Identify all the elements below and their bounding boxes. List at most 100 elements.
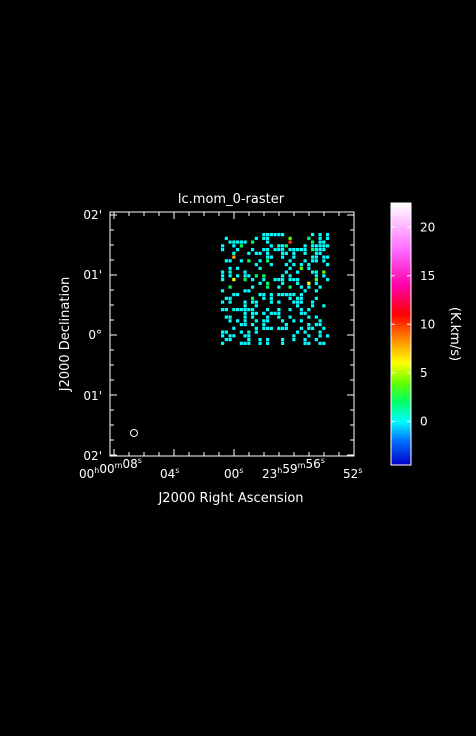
heatmap-cell xyxy=(277,244,281,248)
heatmap-cell xyxy=(318,341,322,345)
heatmap-cell xyxy=(254,326,258,330)
heatmap-cell xyxy=(311,326,315,330)
colorbar-gradient xyxy=(391,203,411,465)
heatmap-cell xyxy=(299,248,303,252)
colorbar-tick-label: 5 xyxy=(420,366,428,380)
y-axis-label: J2000 Declination xyxy=(58,277,73,393)
heatmap-cell xyxy=(262,278,266,282)
heatmap-cell xyxy=(307,308,311,312)
heatmap-cell xyxy=(326,334,330,338)
heatmap-cell xyxy=(266,233,270,237)
heatmap-cell xyxy=(303,330,307,334)
heatmap-cell xyxy=(258,266,262,270)
heatmap-cell xyxy=(262,293,266,297)
heatmap-cell xyxy=(269,263,273,267)
heatmap-cell xyxy=(311,233,315,237)
heatmap-cell xyxy=(299,311,303,315)
heatmap-cell xyxy=(247,251,251,255)
heatmap-cell xyxy=(224,315,228,319)
heatmap-cell xyxy=(322,255,326,259)
heatmap-cell xyxy=(292,251,296,255)
heatmap-cell xyxy=(262,236,266,240)
heatmap-cell xyxy=(266,259,270,263)
heatmap-cell xyxy=(243,304,247,308)
heatmap-cell xyxy=(296,281,300,285)
heatmap-cell xyxy=(281,338,285,342)
heatmap-cell xyxy=(292,319,296,323)
heatmap-cell xyxy=(314,259,318,263)
heatmap-cell xyxy=(314,274,318,278)
heatmap-cell xyxy=(266,326,270,330)
heatmap-cell xyxy=(303,338,307,342)
heatmap-cell xyxy=(303,289,307,293)
heatmap-cell xyxy=(243,278,247,282)
heatmap-cell xyxy=(221,300,225,304)
heatmap-cell xyxy=(269,296,273,300)
heatmap-cell xyxy=(281,281,285,285)
heatmap-cell xyxy=(292,300,296,304)
heatmap-cell xyxy=(281,233,285,237)
heatmap-cell xyxy=(284,323,288,327)
heatmap-cell xyxy=(311,248,315,252)
heatmap-cell xyxy=(243,341,247,345)
heatmap-cell xyxy=(254,300,258,304)
y-tick-label: 0° xyxy=(88,328,102,342)
heatmap-cell xyxy=(224,296,228,300)
y-tick-labels: 02' 01' 0° 01' 02' xyxy=(83,208,102,463)
heatmap-cell xyxy=(243,311,247,315)
heatmap-cell xyxy=(221,334,225,338)
heatmap-cell xyxy=(269,293,273,297)
heatmap-cell xyxy=(254,319,258,323)
heatmap-cell xyxy=(221,278,225,282)
heatmap-cell xyxy=(307,263,311,267)
heatmap-cell xyxy=(277,300,281,304)
heatmap-cell xyxy=(258,341,262,345)
heatmap-cell xyxy=(247,259,251,263)
heatmap-cell xyxy=(303,244,307,248)
heatmap-cell xyxy=(284,270,288,274)
heatmap-cell xyxy=(239,259,243,263)
heatmap-cell xyxy=(232,244,236,248)
plot-title: lc.mom_0-raster xyxy=(178,192,285,207)
heatmap-cell xyxy=(318,240,322,244)
heatmap-cell xyxy=(303,248,307,252)
heatmap-cell xyxy=(307,341,311,345)
heatmap-cell xyxy=(292,293,296,297)
heatmap-cell xyxy=(314,278,318,282)
heatmap-cell xyxy=(311,259,315,263)
heatmap-cell xyxy=(299,308,303,312)
heatmap-cell xyxy=(236,319,240,323)
heatmap-cell xyxy=(322,326,326,330)
heatmap-cell xyxy=(307,323,311,327)
heatmap-cell xyxy=(228,296,232,300)
heatmap-cell xyxy=(322,244,326,248)
heatmap-cell xyxy=(284,293,288,297)
heatmap-cell xyxy=(314,281,318,285)
heatmap-cell xyxy=(262,319,266,323)
heatmap-cell xyxy=(284,244,288,248)
heatmap-cell xyxy=(266,240,270,244)
heatmap-cell xyxy=(322,274,326,278)
heatmap-cell xyxy=(318,330,322,334)
heatmap-cell xyxy=(299,266,303,270)
beam-ellipse-icon xyxy=(130,429,138,437)
heatmap-cell xyxy=(228,319,232,323)
x-tick-label: 52s xyxy=(343,466,362,481)
heatmap-cell xyxy=(236,266,240,270)
heatmap-cell xyxy=(322,341,326,345)
heatmap-cell xyxy=(296,296,300,300)
heatmap-cell xyxy=(236,274,240,278)
colorbar-tick-label: 20 xyxy=(420,220,435,234)
heatmap-cell xyxy=(307,326,311,330)
heatmap-cell xyxy=(254,304,258,308)
heatmap-cell xyxy=(262,296,266,300)
plot-frame xyxy=(109,211,355,457)
heatmap-cell xyxy=(262,311,266,315)
heatmap-cell xyxy=(277,315,281,319)
heatmap-cell xyxy=(258,281,262,285)
heatmap-cell xyxy=(326,278,330,282)
heatmap-cell xyxy=(266,341,270,345)
heatmap-cell xyxy=(239,308,243,312)
heatmap-cell xyxy=(318,236,322,240)
heatmap-cell xyxy=(288,248,292,252)
